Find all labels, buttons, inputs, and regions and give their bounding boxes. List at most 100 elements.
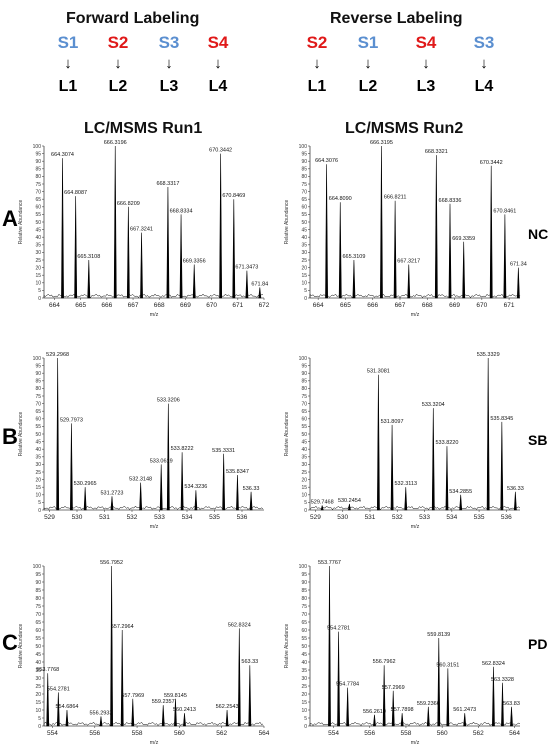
y-tick-label: 0 <box>304 508 307 514</box>
y-tick-label: 25 <box>35 684 41 690</box>
peak <box>437 637 441 727</box>
peak <box>110 496 114 511</box>
peak-label: 665.3108 <box>77 254 100 260</box>
x-tick-label: 666 <box>367 302 378 309</box>
peak <box>83 487 87 511</box>
x-tick-label: 533 <box>419 514 430 521</box>
baseline-noise <box>43 721 264 727</box>
y-tick-label: 40 <box>35 235 41 241</box>
x-tick-label: 558 <box>401 730 412 737</box>
baseline-noise <box>309 505 521 511</box>
y-tick-label: 60 <box>35 205 41 211</box>
y-tick-label: 15 <box>301 485 307 491</box>
peak <box>503 214 507 299</box>
y-axis-label: Relative Abundance <box>284 200 290 245</box>
y-tick-label: 65 <box>301 197 307 203</box>
y-tick-label: 75 <box>301 394 307 400</box>
forward-label-3: L3 <box>159 78 179 95</box>
y-tick-label: 55 <box>35 636 41 642</box>
peak <box>448 203 452 299</box>
peak <box>113 145 117 299</box>
peak <box>390 424 394 511</box>
y-tick-label: 5 <box>304 500 307 506</box>
x-tick-label: 536 <box>237 514 248 521</box>
y-tick-label: 70 <box>301 189 307 195</box>
peak-label: 557.7969 <box>121 693 144 699</box>
x-tick-label: 533 <box>154 514 165 521</box>
y-tick-label: 55 <box>35 424 41 430</box>
x-tick-label: 669 <box>449 302 460 309</box>
peak <box>166 403 170 511</box>
peak-label: 562.8324 <box>482 661 505 667</box>
x-axis-label: m/z <box>411 524 420 530</box>
y-tick-label: 65 <box>35 620 41 626</box>
y-tick-label: 15 <box>35 700 41 706</box>
peak <box>352 259 356 299</box>
x-tick-label: 562 <box>216 730 227 737</box>
peak-label: 533.3206 <box>157 398 180 404</box>
y-tick-label: 20 <box>301 477 307 483</box>
peak <box>400 713 404 727</box>
peak-label: 535.3331 <box>212 448 235 454</box>
y-axis-label: Relative Abundance <box>18 200 24 245</box>
peak-label: 664.8087 <box>64 190 87 196</box>
x-tick-label: 536 <box>501 514 512 521</box>
peak-label: 554.2781 <box>47 686 70 692</box>
peak-label: 668.8336 <box>439 198 462 204</box>
x-tick-label: 665 <box>75 302 86 309</box>
x-tick-label: 535 <box>209 514 220 521</box>
y-tick-label: 50 <box>301 432 307 438</box>
y-tick-label: 95 <box>35 363 41 369</box>
peak <box>486 357 490 511</box>
peak <box>347 503 351 511</box>
x-tick-label: 562 <box>473 730 484 737</box>
peak-label: 559.8145 <box>164 693 187 699</box>
peak <box>166 187 170 299</box>
y-tick-label: 65 <box>35 197 41 203</box>
peak <box>516 267 520 299</box>
peak <box>61 158 64 299</box>
y-tick-label: 10 <box>35 281 41 287</box>
y-tick-label: 95 <box>35 572 41 578</box>
x-tick-label: 564 <box>509 730 520 737</box>
y-tick-label: 40 <box>301 447 307 453</box>
y-tick-label: 75 <box>35 604 41 610</box>
peak-label: 557.2964 <box>111 624 134 630</box>
y-tick-label: 35 <box>35 455 41 461</box>
peak <box>194 490 198 511</box>
y-tick-label: 40 <box>35 660 41 666</box>
peak <box>232 199 236 299</box>
y-tick-label: 85 <box>35 167 41 173</box>
y-axis-label: Relative Abundance <box>18 412 24 457</box>
y-tick-label: 85 <box>301 167 307 173</box>
peak <box>236 475 239 511</box>
condition-sb: SB <box>528 432 548 448</box>
peak <box>99 716 103 727</box>
row-label-a: A <box>2 206 18 231</box>
run1-title: LC/MSMS Run1 <box>84 120 203 137</box>
y-tick-label: 20 <box>301 265 307 271</box>
x-axis-label: m/z <box>150 740 159 746</box>
y-tick-label: 15 <box>301 273 307 279</box>
y-tick-label: 90 <box>35 580 41 586</box>
peak-label: 668.3321 <box>425 149 448 155</box>
peak <box>431 408 435 511</box>
y-tick-label: 65 <box>301 620 307 626</box>
peak <box>161 705 165 727</box>
peak-label: 554.7784 <box>336 682 359 688</box>
y-tick-label: 0 <box>38 296 41 302</box>
y-tick-label: 60 <box>301 205 307 211</box>
peak-label: 554.6864 <box>56 704 79 710</box>
peak-label: 531.2723 <box>101 490 124 496</box>
peak <box>126 206 130 299</box>
y-tick-label: 20 <box>35 477 41 483</box>
reverse-label-2: L2 <box>358 78 378 95</box>
y-tick-label: 25 <box>301 470 307 476</box>
y-tick-label: 45 <box>301 227 307 233</box>
y-tick-label: 0 <box>304 296 307 302</box>
peak <box>56 357 60 511</box>
y-tick-label: 45 <box>35 227 41 233</box>
y-tick-label: 40 <box>35 447 41 453</box>
